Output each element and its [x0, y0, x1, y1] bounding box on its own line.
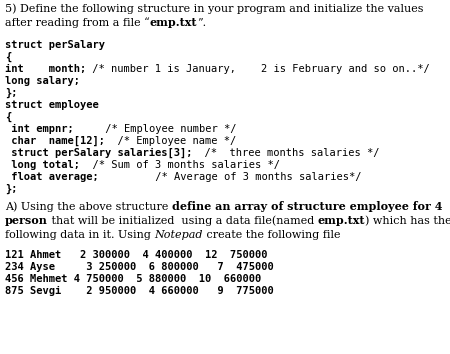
Text: following data in it. Using: following data in it. Using	[5, 230, 154, 240]
Text: {: {	[5, 52, 11, 62]
Text: struct employee: struct employee	[5, 100, 99, 110]
Text: after reading from a file “: after reading from a file “	[5, 17, 150, 28]
Text: /* Average of 3 months salaries*/: /* Average of 3 months salaries*/	[99, 172, 361, 182]
Text: /*  three months salaries */: /* three months salaries */	[193, 148, 380, 158]
Text: long total;: long total;	[5, 160, 80, 170]
Text: {: {	[5, 112, 11, 122]
Text: create the following file: create the following file	[203, 230, 340, 240]
Text: emp.txt: emp.txt	[150, 17, 197, 28]
Text: struct perSalary: struct perSalary	[5, 40, 105, 50]
Text: float average;: float average;	[5, 172, 99, 182]
Text: struct perSalary salaries[3];: struct perSalary salaries[3];	[5, 148, 193, 158]
Text: long salary;: long salary;	[5, 76, 80, 86]
Text: int    month;: int month;	[5, 64, 86, 74]
Text: Notepad: Notepad	[154, 230, 203, 240]
Text: /* Employee name */: /* Employee name */	[105, 136, 236, 146]
Text: 121 Ahmet   2 300000  4 400000  12  750000: 121 Ahmet 2 300000 4 400000 12 750000	[5, 250, 267, 260]
Text: A) Using the above structure: A) Using the above structure	[5, 201, 172, 212]
Text: emp.txt: emp.txt	[318, 215, 365, 226]
Text: define an array of structure employee for 4: define an array of structure employee fo…	[172, 201, 442, 212]
Text: ) which has the: ) which has the	[365, 216, 450, 226]
Text: /* Sum of 3 months salaries */: /* Sum of 3 months salaries */	[80, 160, 280, 170]
Text: person: person	[5, 215, 48, 226]
Text: 875 Sevgi    2 950000  4 660000   9  775000: 875 Sevgi 2 950000 4 660000 9 775000	[5, 286, 274, 296]
Text: 234 Ayse     3 250000  6 800000   7  475000: 234 Ayse 3 250000 6 800000 7 475000	[5, 262, 274, 272]
Text: that will be initialized  using a data file(named: that will be initialized using a data fi…	[48, 216, 318, 226]
Text: ”.: ”.	[197, 18, 207, 28]
Text: 5) Define the following structure in your program and initialize the values: 5) Define the following structure in you…	[5, 4, 423, 14]
Text: /* number 1 is January,    2 is February and so on..*/: /* number 1 is January, 2 is February an…	[86, 64, 430, 74]
Text: };: };	[5, 88, 18, 98]
Text: };: };	[5, 184, 18, 194]
Text: int empnr;: int empnr;	[5, 124, 74, 134]
Text: /* Employee number */: /* Employee number */	[74, 124, 236, 134]
Text: char  name[12];: char name[12];	[5, 136, 105, 146]
Text: 456 Mehmet 4 750000  5 880000  10  660000: 456 Mehmet 4 750000 5 880000 10 660000	[5, 274, 261, 284]
